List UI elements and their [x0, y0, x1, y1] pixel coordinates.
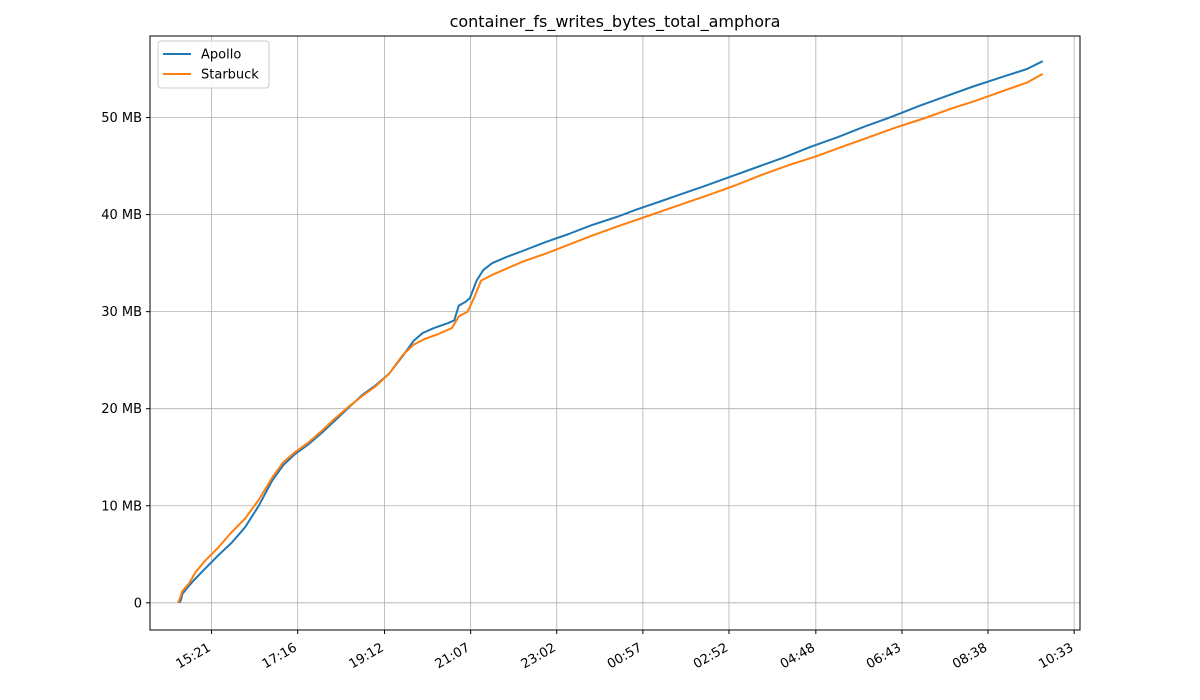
- y-tick-label: 40 MB: [101, 208, 142, 223]
- grid: [150, 36, 1080, 630]
- legend-label-starbuck: Starbuck: [201, 68, 259, 83]
- y-tick-label: 0: [134, 596, 142, 611]
- y-tick-label: 10 MB: [101, 499, 142, 514]
- series-line-starbuck: [176, 73, 1044, 604]
- series-lines: [176, 60, 1044, 604]
- legend-label-apollo: Apollo: [201, 48, 241, 63]
- series-line-apollo: [178, 60, 1044, 604]
- legend: Apollo Starbuck: [157, 40, 270, 89]
- y-tick-label: 20 MB: [101, 402, 142, 417]
- y-tick-label: 50 MB: [101, 111, 142, 126]
- y-tick-label: 30 MB: [101, 305, 142, 320]
- plot-area-frame: [149, 35, 1081, 631]
- chart-title: container_fs_writes_bytes_total_amphora: [450, 12, 781, 32]
- legend-box: [157, 40, 270, 89]
